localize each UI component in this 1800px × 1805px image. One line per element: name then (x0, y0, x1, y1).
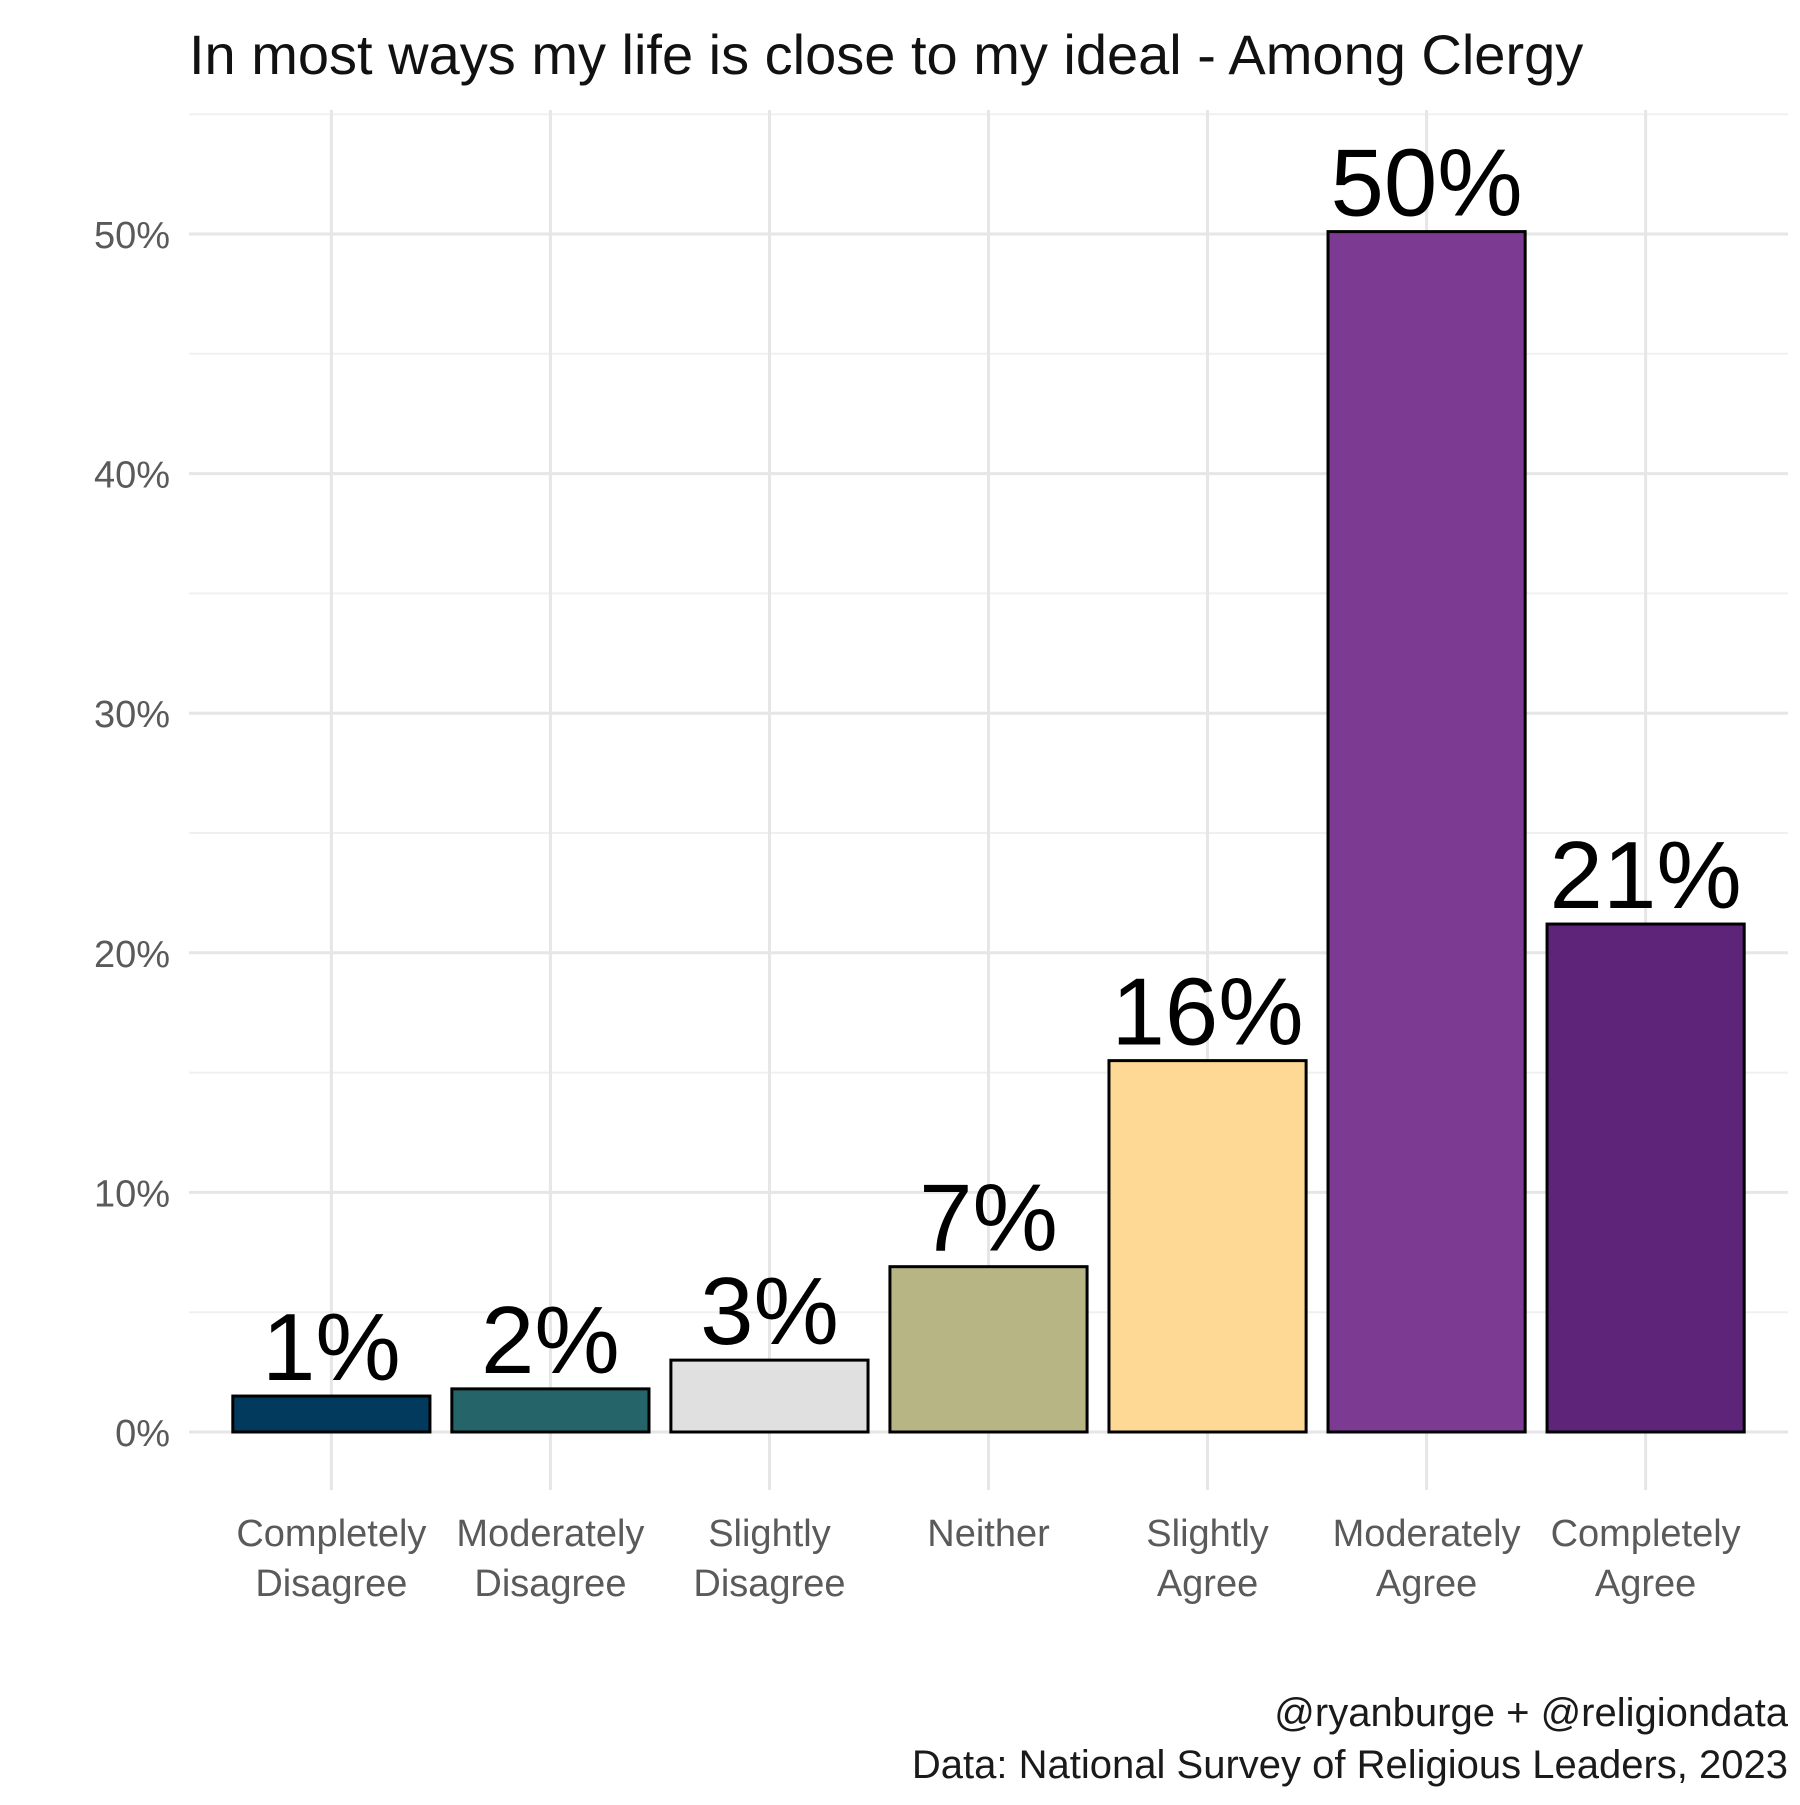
bars (231, 230, 1746, 1434)
x-category-label: Neither (927, 1513, 1050, 1555)
bar-value-label: 2% (481, 1287, 620, 1394)
x-category-label: Disagree (255, 1563, 407, 1605)
x-category-label: Moderately (1333, 1513, 1521, 1555)
x-category-label: Agree (1376, 1563, 1477, 1605)
x-category-label: Completely (236, 1513, 426, 1555)
bar (231, 1394, 432, 1434)
x-axis-category-labels: Completely Disagree Moderately Disagree Slig… (236, 1513, 1740, 1605)
x-category-label: Completely (1551, 1513, 1741, 1555)
y-tick-label: 30% (94, 694, 170, 736)
y-axis-tick-labels: 0% 10% 20% 30% 40% 50% (94, 215, 170, 1455)
bar-data-labels: 1% 2% 3% 7% 16% 50% 21% (262, 130, 1742, 1401)
x-category-label: Agree (1157, 1563, 1258, 1605)
x-category-label: Moderately (456, 1513, 644, 1555)
caption-source: Data: National Survey of Religious Leade… (912, 1743, 1788, 1787)
bar (1326, 230, 1527, 1434)
bar-value-label: 7% (919, 1165, 1058, 1272)
x-category-label: Agree (1595, 1563, 1696, 1605)
y-tick-label: 40% (94, 455, 170, 497)
x-category-label: Disagree (693, 1563, 845, 1605)
bar-value-label: 1% (262, 1294, 401, 1401)
bar-value-label: 21% (1550, 822, 1742, 929)
bar (1107, 1059, 1308, 1434)
bar (450, 1387, 651, 1434)
y-tick-label: 0% (115, 1413, 170, 1455)
x-category-label: Slightly (1146, 1513, 1269, 1555)
y-tick-label: 10% (94, 1173, 170, 1215)
bar (1545, 922, 1746, 1434)
x-category-label: Disagree (474, 1563, 626, 1605)
x-category-label: Slightly (708, 1513, 831, 1555)
bar (669, 1358, 870, 1434)
bar-value-label: 50% (1331, 130, 1523, 237)
caption-credit: @ryanburge + @religiondata (1274, 1691, 1788, 1735)
bar (888, 1265, 1089, 1434)
y-tick-label: 20% (94, 934, 170, 976)
chart-title: In most ways my life is close to my idea… (189, 23, 1583, 86)
bar-value-label: 16% (1111, 959, 1303, 1066)
bar-value-label: 3% (700, 1258, 839, 1365)
y-tick-label: 50% (94, 215, 170, 257)
